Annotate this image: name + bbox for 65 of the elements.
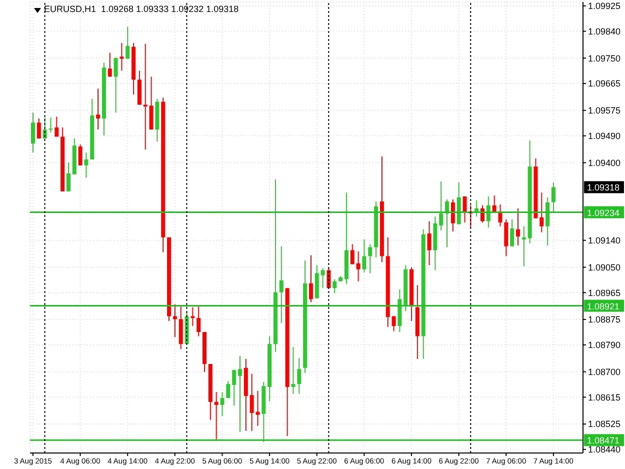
- y-tick-label: 1.09490: [588, 131, 621, 141]
- ref-line-label: 1.08471: [587, 436, 620, 446]
- y-tick-label: 1.09925: [588, 1, 621, 12]
- candlestick: [196, 304, 201, 337]
- y-tick-label: 1.08790: [588, 340, 621, 350]
- candlestick: [462, 196, 467, 223]
- candlestick: [31, 112, 35, 154]
- candlestick: [143, 43, 148, 150]
- y-tick-label: 1.09840: [588, 26, 621, 36]
- candlestick: [368, 244, 372, 274]
- y-tick-label: 1.09050: [588, 262, 621, 272]
- candlestick: [220, 392, 224, 416]
- candlestick: [36, 118, 41, 139]
- candlestick: [540, 192, 544, 233]
- candlestick: [126, 26, 130, 60]
- y-tick-label: 1.09575: [588, 106, 621, 116]
- candlestick: [232, 369, 236, 406]
- candlestick: [504, 218, 508, 257]
- candlestick: [439, 181, 444, 231]
- candlestick: [279, 246, 284, 324]
- candlestick: [54, 116, 59, 138]
- y-tick-label: 1.08615: [588, 392, 621, 402]
- y-tick-label: 1.09140: [588, 236, 621, 246]
- ref-line-label: 1.08921: [587, 301, 620, 312]
- annotation: 1.09318: [587, 182, 620, 193]
- candlestick: [226, 380, 230, 399]
- candlestick: [350, 244, 354, 265]
- candlestick: [66, 162, 70, 192]
- y-tick-label: 1.09400: [588, 158, 621, 168]
- candlestick: [96, 88, 100, 130]
- ref-line-label: 1.09234: [587, 208, 620, 218]
- candlestick: [149, 76, 154, 130]
- candlestick: [546, 196, 550, 246]
- candlestick: [84, 152, 88, 178]
- candlestick: [427, 220, 432, 266]
- candlestick: [516, 208, 520, 246]
- y-tick-label: 1.08965: [588, 288, 621, 298]
- candlestick: [356, 250, 360, 282]
- candlestick: [120, 42, 124, 72]
- candlestick: [297, 358, 302, 394]
- y-tick-label: 1.08440: [588, 444, 621, 455]
- chart-title: EURUSD,H1 1.09268 1.09333 1.09232 1.09318: [44, 4, 239, 14]
- y-tick-label: 1.08700: [588, 366, 621, 377]
- candlestick: [48, 117, 53, 134]
- candlestick: [172, 304, 177, 338]
- candlestick: [108, 52, 112, 78]
- y-tick-label: 1.08525: [588, 419, 621, 430]
- candlestick: [510, 218, 514, 247]
- candlestick: [190, 306, 195, 327]
- candlestick: [291, 346, 296, 394]
- candlestick: [362, 238, 366, 273]
- candlestick: [450, 198, 455, 232]
- candlestick: [332, 278, 337, 294]
- candlestick: [238, 355, 242, 432]
- candlestick: [114, 57, 118, 114]
- y-tick-label: 1.09750: [588, 53, 621, 64]
- candlestick: [308, 254, 313, 303]
- candlestick: [214, 392, 218, 442]
- candlestick: [551, 182, 556, 214]
- candlestick: [522, 226, 526, 267]
- candlestick: [78, 144, 82, 166]
- y-tick-label: 1.09665: [588, 78, 621, 89]
- y-tick-label: 1.08875: [588, 314, 621, 325]
- candlestick: [320, 268, 325, 289]
- candlestick: [392, 316, 396, 332]
